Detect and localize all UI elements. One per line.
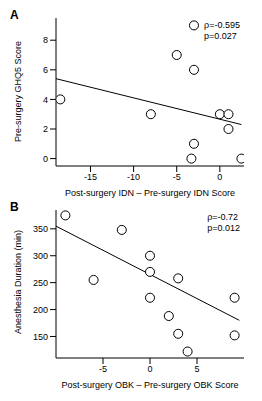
svg-text:-10: -10 <box>127 172 140 182</box>
svg-text:150: 150 <box>33 332 48 342</box>
svg-text:0: 0 <box>217 172 222 182</box>
svg-text:-5: -5 <box>99 364 107 374</box>
svg-text:4: 4 <box>43 95 48 105</box>
svg-text:250: 250 <box>33 278 48 288</box>
svg-text:Post-surgery OBK – Pre-surgery: Post-surgery OBK – Pre-surgery OBK Score <box>61 380 238 390</box>
svg-text:8: 8 <box>43 35 48 45</box>
html-text:ρ=-0.595: ρ=-0.595 <box>204 20 240 30</box>
html-text:p=0.027: p=0.027 <box>204 31 237 41</box>
svg-text:-15: -15 <box>84 172 97 182</box>
html-text:p=0.012: p=0.012 <box>207 223 240 233</box>
svg-text:350: 350 <box>33 224 48 234</box>
svg-text:5: 5 <box>194 364 199 374</box>
svg-text:300: 300 <box>33 251 48 261</box>
svg-text:Anesthesia Duration (min): Anesthesia Duration (min) <box>13 230 23 334</box>
svg-text:0: 0 <box>147 364 152 374</box>
html-text:ρ=-0.72: ρ=-0.72 <box>207 212 239 222</box>
svg-text:200: 200 <box>33 305 48 315</box>
svg-text:-5: -5 <box>173 172 181 182</box>
svg-text:2: 2 <box>43 124 48 134</box>
svg-text:Post-surgery IDN – Pre-surgery: Post-surgery IDN – Pre-surgery IDN Score <box>65 188 235 198</box>
svg-text:0: 0 <box>43 154 48 164</box>
html-text:A: A <box>10 8 19 22</box>
html-text:B: B <box>10 200 19 214</box>
svg-text:6: 6 <box>43 65 48 75</box>
svg-text:Pre-surgery GHQ5 Score: Pre-surgery GHQ5 Score <box>13 41 23 142</box>
